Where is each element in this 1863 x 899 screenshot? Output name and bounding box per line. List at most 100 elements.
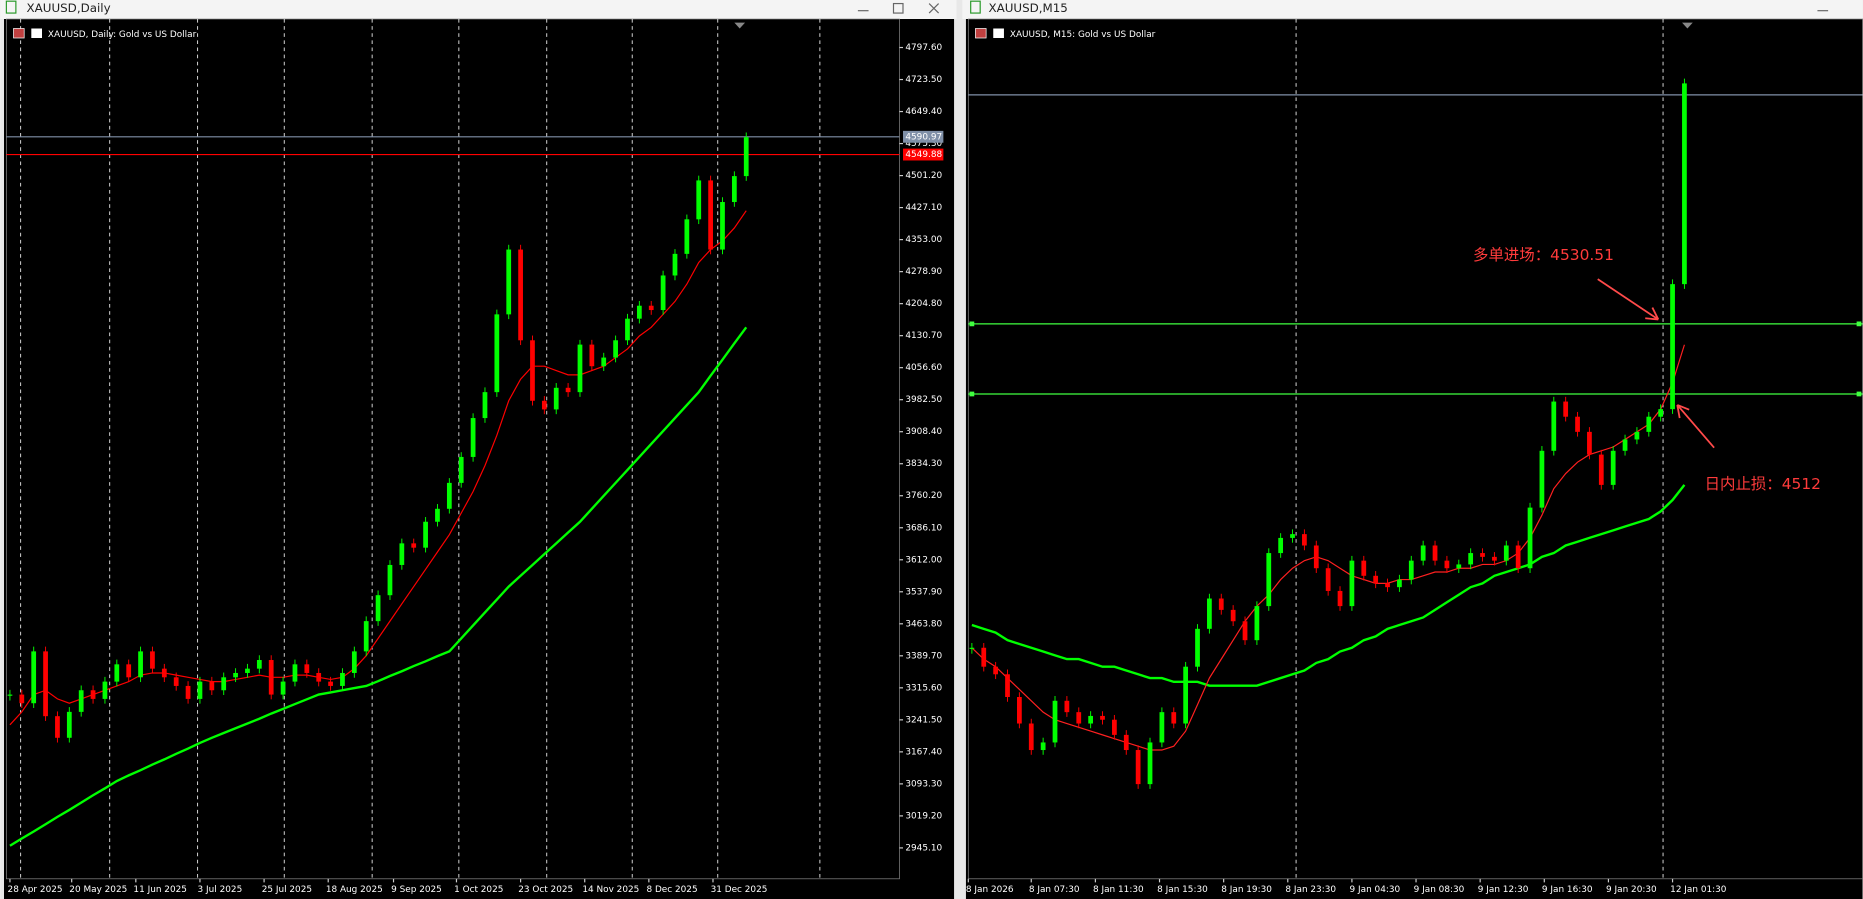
x-tick-label: 9 Jan 04:30 <box>1350 885 1401 895</box>
candle <box>613 340 618 358</box>
candle <box>1468 553 1474 565</box>
candle <box>102 681 108 699</box>
x-tick-label: 8 Jan 23:30 <box>1285 885 1336 895</box>
window-icon <box>970 0 981 14</box>
moving-average-slow <box>9 326 748 847</box>
candle <box>1551 401 1557 451</box>
y-tick-label: 4501.20 <box>905 171 942 181</box>
moving-average-fast <box>971 344 1685 751</box>
candle <box>1112 719 1117 735</box>
level-handle <box>969 391 975 397</box>
candle <box>969 647 975 649</box>
candle <box>1598 454 1604 485</box>
candle <box>625 318 630 341</box>
candle <box>1646 416 1652 432</box>
close-button[interactable] <box>928 3 940 14</box>
candle <box>268 660 274 695</box>
window-title: XAUUSD,M15 <box>989 1 1068 15</box>
price-tag-label: 4549.88 <box>905 150 942 160</box>
y-tick-label: 4427.10 <box>905 203 942 213</box>
candle <box>1480 553 1485 557</box>
candle <box>90 690 96 699</box>
x-tick-label: 8 Dec 2025 <box>646 885 697 895</box>
moving-average-fast <box>9 210 747 726</box>
y-tick-label: 3537.90 <box>905 587 942 597</box>
candle <box>351 651 357 673</box>
candle <box>720 202 725 250</box>
candle <box>1527 507 1533 569</box>
y-tick-label: 3093.30 <box>905 779 942 789</box>
candle <box>648 305 654 311</box>
candle <box>245 668 250 673</box>
y-tick-label: 3315.60 <box>905 683 942 693</box>
candle <box>114 664 120 682</box>
candle <box>316 672 322 682</box>
price-tag <box>902 148 944 161</box>
chart-subtitle: XAUUSD, M15: Gold vs US Dollar <box>1010 30 1156 40</box>
y-tick-label: 4575.30 <box>905 139 942 149</box>
candle <box>1420 545 1426 561</box>
candle <box>589 344 595 367</box>
x-tick-label: 9 Jan 16:30 <box>1542 885 1593 895</box>
x-tick-label: 25 Jul 2025 <box>262 885 312 895</box>
candle <box>518 249 523 341</box>
candle <box>78 690 84 712</box>
candle <box>1349 560 1355 607</box>
candle <box>1610 450 1616 485</box>
x-tick-label: 3 Jul 2025 <box>198 885 243 895</box>
candle <box>1325 568 1331 591</box>
candle <box>387 564 393 596</box>
candle <box>150 651 155 669</box>
candle <box>470 418 476 457</box>
y-tick-label: 3760.20 <box>905 491 942 501</box>
candle <box>292 664 298 682</box>
candle <box>1456 564 1462 569</box>
y-tick-label: 4278.90 <box>905 267 942 277</box>
candle <box>256 660 262 669</box>
candle <box>19 694 25 704</box>
symbol-icon <box>13 28 25 39</box>
chart-area <box>3 19 955 899</box>
y-tick-label: 2945.10 <box>905 843 942 853</box>
y-tick-label: 3463.80 <box>905 619 942 629</box>
price-tag <box>902 130 944 143</box>
y-tick-label: 3019.20 <box>905 811 942 821</box>
candle <box>446 482 452 509</box>
candle <box>1302 534 1307 546</box>
candle <box>1028 723 1034 751</box>
x-tick-label: 8 Jan 19:30 <box>1221 885 1272 895</box>
y-tick-label: 3834.30 <box>905 459 942 469</box>
candle <box>731 176 737 203</box>
candle <box>743 137 749 177</box>
candle <box>1337 590 1343 607</box>
candle <box>1135 750 1141 785</box>
candle <box>66 711 72 738</box>
candle <box>1207 598 1212 629</box>
candle <box>1290 534 1295 538</box>
x-tick-label: 8 Jan 07:30 <box>1029 885 1080 895</box>
candle <box>399 543 405 565</box>
candle <box>209 681 215 691</box>
candle <box>280 681 286 695</box>
candle <box>541 400 547 410</box>
candle <box>233 672 238 678</box>
candle <box>1123 734 1129 751</box>
x-tick-label: 9 Jan 20:30 <box>1606 885 1657 895</box>
candle <box>221 677 227 691</box>
annotation: 多单进场：4530.51 <box>1473 246 1614 264</box>
candle <box>1064 700 1070 713</box>
candle <box>553 387 559 410</box>
level-handle <box>1856 391 1862 397</box>
x-tick-label: 8 Jan 2026 <box>966 885 1014 895</box>
candle <box>1159 712 1165 743</box>
maximize-button[interactable] <box>892 2 904 14</box>
candle <box>1539 450 1545 508</box>
level-handle <box>969 321 975 327</box>
candle <box>1088 715 1094 724</box>
candle <box>993 666 999 675</box>
candle <box>1278 537 1284 554</box>
candle <box>660 275 666 311</box>
candle <box>1432 545 1438 561</box>
candle <box>1230 609 1236 622</box>
candle <box>43 651 48 717</box>
